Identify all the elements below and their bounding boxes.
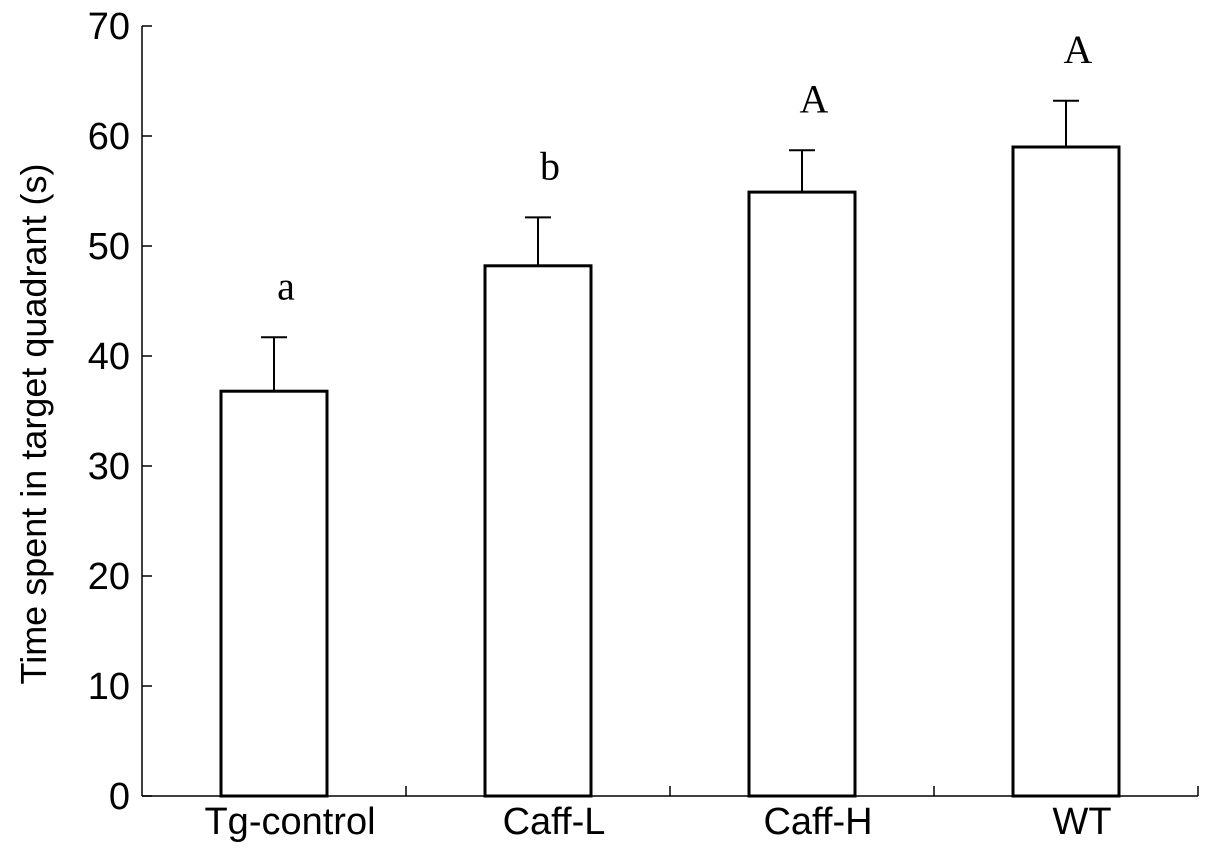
significance-label: a (277, 263, 295, 308)
error-bars (261, 99, 1079, 392)
category-label: Caff-L (503, 801, 606, 843)
y-tick-label: 30 (88, 446, 130, 488)
y-tick-label: 40 (88, 336, 130, 378)
bars (219, 145, 1121, 798)
y-tick-label: 10 (88, 666, 130, 708)
y-axis-title: Time spent in target quadrant (s) (13, 164, 54, 685)
bar-caff-h (747, 190, 857, 798)
labels: a Tg-control b Caff-L A Caff-H A WT (204, 27, 1111, 843)
y-tick-label: 60 (88, 116, 130, 158)
bar-wt (1011, 145, 1121, 798)
y-tick-label: 0 (109, 776, 130, 818)
y-tick-label: 20 (88, 556, 130, 598)
category-label: Caff-H (763, 801, 872, 843)
axes: 0 10 20 30 40 50 60 70 (88, 6, 1199, 818)
y-tick-label: 70 (88, 6, 130, 48)
category-label: WT (1052, 801, 1111, 843)
bar-caff-l (483, 264, 593, 798)
significance-label: A (1064, 27, 1093, 72)
y-tick-label: 50 (88, 226, 130, 268)
significance-label: A (800, 76, 829, 121)
bar-tg-control (219, 389, 329, 798)
significance-label: b (540, 143, 560, 188)
category-label: Tg-control (204, 801, 375, 843)
